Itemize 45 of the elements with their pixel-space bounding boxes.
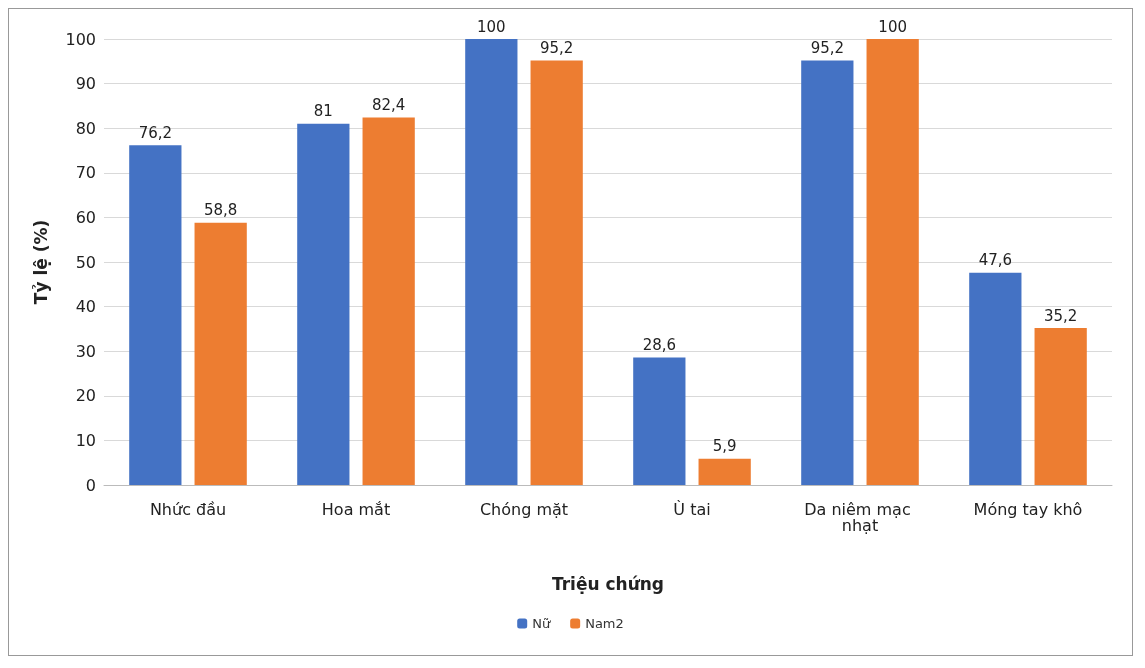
bar xyxy=(633,357,686,485)
x-tick-label: Chóng mặt xyxy=(479,499,569,519)
y-tick-label: 100 xyxy=(65,29,96,49)
bar xyxy=(362,117,415,485)
legend-label: Nam2 xyxy=(585,616,624,631)
data-label: 47,6 xyxy=(978,251,1013,270)
y-tick-label: 10 xyxy=(75,430,96,450)
x-tick-label: Hoa mắt xyxy=(321,499,391,519)
data-label: 5,9 xyxy=(712,437,737,456)
y-tick-label: 50 xyxy=(75,252,96,272)
y-tick-label: 40 xyxy=(75,297,96,317)
y-tick-label: 20 xyxy=(75,386,96,406)
y-tick-label: 30 xyxy=(75,341,96,361)
bar xyxy=(698,458,751,485)
y-tick-label: 0 xyxy=(85,475,96,495)
bar xyxy=(969,272,1022,485)
legend-label: Nữ xyxy=(532,616,551,631)
data-label: 35,2 xyxy=(1043,306,1078,325)
y-axis-title: Tỷ lệ (%) xyxy=(30,219,51,305)
data-label: 95,2 xyxy=(810,38,845,57)
bar xyxy=(129,145,182,485)
data-label: 76,2 xyxy=(138,123,173,142)
bar xyxy=(801,60,854,485)
data-label: 58,8 xyxy=(203,201,238,220)
data-label: 95,2 xyxy=(539,38,574,57)
y-tick-label: 90 xyxy=(75,74,96,94)
bar xyxy=(194,222,247,485)
data-label: 100 xyxy=(878,17,907,36)
bar xyxy=(530,60,583,485)
data-label: 28,6 xyxy=(642,335,677,354)
bar xyxy=(1034,328,1087,485)
x-tick-label: Da niêm mạc nhạt xyxy=(804,499,916,535)
data-label: 81 xyxy=(313,102,333,121)
bar xyxy=(465,39,518,485)
bar xyxy=(866,39,919,485)
y-tick-label: 70 xyxy=(75,163,96,183)
y-tick-label: 80 xyxy=(75,118,96,138)
bar xyxy=(297,123,350,485)
x-tick-label: Nhức đầu xyxy=(149,499,227,519)
x-tick-label: Ù tai xyxy=(673,499,711,519)
x-axis-title: Triệu chứng xyxy=(551,573,665,594)
data-label: 82,4 xyxy=(371,96,406,114)
x-tick-label: Móng tay khô xyxy=(973,499,1083,519)
y-tick-label: 60 xyxy=(75,207,96,227)
data-label: 100 xyxy=(477,17,506,36)
